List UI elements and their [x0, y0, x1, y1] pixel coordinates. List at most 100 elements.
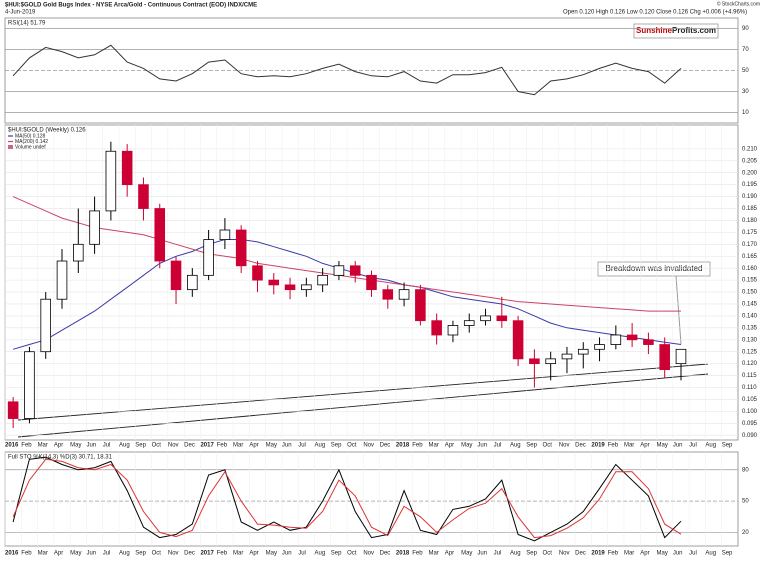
x-tick-label: Jul	[689, 551, 697, 557]
x-tick-label: Sep	[331, 443, 342, 449]
x-tick-label: Jul	[494, 551, 502, 557]
x-tick-label: Jul	[494, 443, 502, 449]
x-tick-label: Aug	[510, 551, 521, 557]
candle-body	[89, 210, 100, 245]
x-tick-label: Dec	[380, 443, 391, 449]
x-tick-label: Oct	[152, 551, 162, 557]
x-tick-label: Nov	[559, 443, 570, 449]
x-tick-label: Nov	[168, 551, 179, 557]
x-tick-label: Mar	[233, 551, 243, 557]
logo: SunshineProfits.com	[636, 26, 716, 35]
x-tick-label: May	[461, 551, 472, 557]
annotation: Breakdown was invalidated	[606, 264, 703, 273]
candle-body	[284, 284, 296, 291]
candle-body	[73, 243, 84, 262]
x-tick-label: Jul	[103, 551, 111, 557]
x-tick-label: Apr	[249, 443, 258, 449]
candle-body	[512, 320, 524, 360]
candle-body	[170, 260, 182, 291]
x-tick-label: Feb	[21, 551, 32, 557]
x-tick-label: Nov	[363, 551, 374, 557]
x-tick-label: Mar	[624, 551, 634, 557]
x-tick-label: Apr	[445, 551, 454, 557]
x-tick-label: Apr	[249, 551, 258, 557]
y-tick-label: 0.120	[742, 361, 758, 367]
x-tick-label: Jul	[298, 443, 306, 449]
x-tick-label: Mar	[429, 551, 439, 557]
candle-body	[154, 208, 166, 262]
logo-b: Profits.com	[672, 26, 716, 35]
x-tick-label: Nov	[168, 443, 179, 449]
x-tick-label: Sep	[331, 551, 342, 557]
candle-body	[626, 334, 638, 341]
x-tick-label: Jun	[86, 443, 96, 449]
x-tick-label: Dec	[380, 551, 391, 557]
x-tick-label: Dec	[184, 551, 195, 557]
candle-body	[187, 274, 198, 291]
y-tick-label: 0.135	[742, 325, 758, 331]
y-tick-label: 0.180	[742, 218, 758, 224]
y-tick-label: 0.185	[742, 206, 758, 212]
x-tick-label: Aug	[119, 443, 130, 449]
x-tick-label: Feb	[217, 551, 228, 557]
x-tick-label: Jun	[86, 551, 96, 557]
candle-body	[219, 229, 231, 240]
candle-body	[480, 315, 491, 322]
x-tick-label: Aug	[119, 551, 130, 557]
y-tick-label: 0.140	[742, 313, 758, 319]
x-tick-label: Dec	[575, 551, 586, 557]
candle-body	[675, 348, 687, 365]
y-tick-label: 0.190	[742, 194, 758, 200]
x-tick-label: Feb	[608, 443, 619, 449]
x-tick-label: Mar	[624, 443, 634, 449]
candle-body	[24, 351, 35, 419]
x-tick-label: 2018	[396, 551, 410, 557]
x-tick-label: 2016	[5, 551, 19, 557]
x-tick-label: Aug	[314, 443, 325, 449]
y-tick-label: 0.095	[742, 421, 758, 427]
x-tick-label: Feb	[21, 443, 32, 449]
annotation-box	[597, 261, 711, 277]
x-tick-label: Dec	[184, 443, 195, 449]
legend-label: MA(200) 0.142	[15, 139, 48, 145]
candle-body	[577, 348, 589, 355]
x-tick-label: 2018	[396, 443, 410, 449]
y-tick-label: 10	[742, 110, 749, 116]
candle-body	[496, 315, 508, 322]
logo-a: Sunshine	[636, 26, 673, 35]
x-tick-label: Apr	[445, 443, 454, 449]
candle-body	[121, 150, 133, 186]
y-tick-label: 30	[742, 89, 749, 95]
x-tick-label: Dec	[575, 443, 586, 449]
candle-body	[643, 339, 654, 345]
series-line	[12, 196, 681, 312]
x-tick-label: Apr	[54, 443, 63, 449]
series-line	[12, 458, 682, 539]
y-tick-label: 0.125	[742, 349, 758, 355]
candle-body	[529, 358, 540, 365]
candle-body	[349, 265, 361, 276]
x-tick-label: 2016	[5, 443, 19, 449]
x-tick-label: Jun	[477, 551, 487, 557]
x-tick-label: Apr	[640, 551, 649, 557]
y-tick-label: 0.205	[742, 158, 758, 164]
y-tick-label: 0.130	[742, 337, 758, 343]
candle-body	[610, 334, 622, 345]
x-tick-label: 2017	[200, 443, 214, 449]
annotation-pointer	[675, 275, 682, 345]
x-tick-label: Aug	[705, 443, 716, 449]
panel-title: Full STO %K(14,3) %D(3) 30.71, 18.31	[8, 455, 113, 461]
candle-body	[561, 353, 573, 360]
x-tick-label: Sep	[526, 443, 537, 449]
x-tick-label: Oct	[347, 551, 357, 557]
header-date: 4-Jun-2019	[5, 10, 36, 16]
x-tick-label: Feb	[412, 551, 423, 557]
candle-body	[366, 274, 377, 291]
candle-body	[56, 260, 68, 300]
x-tick-label: 2019	[591, 443, 605, 449]
y-tick-label: 50	[742, 68, 749, 74]
series-line	[12, 239, 682, 350]
header-ohlc: Open 0.120 High 0.126 Low 0.120 Close 0.…	[563, 10, 747, 16]
x-tick-label: Mar	[429, 443, 439, 449]
